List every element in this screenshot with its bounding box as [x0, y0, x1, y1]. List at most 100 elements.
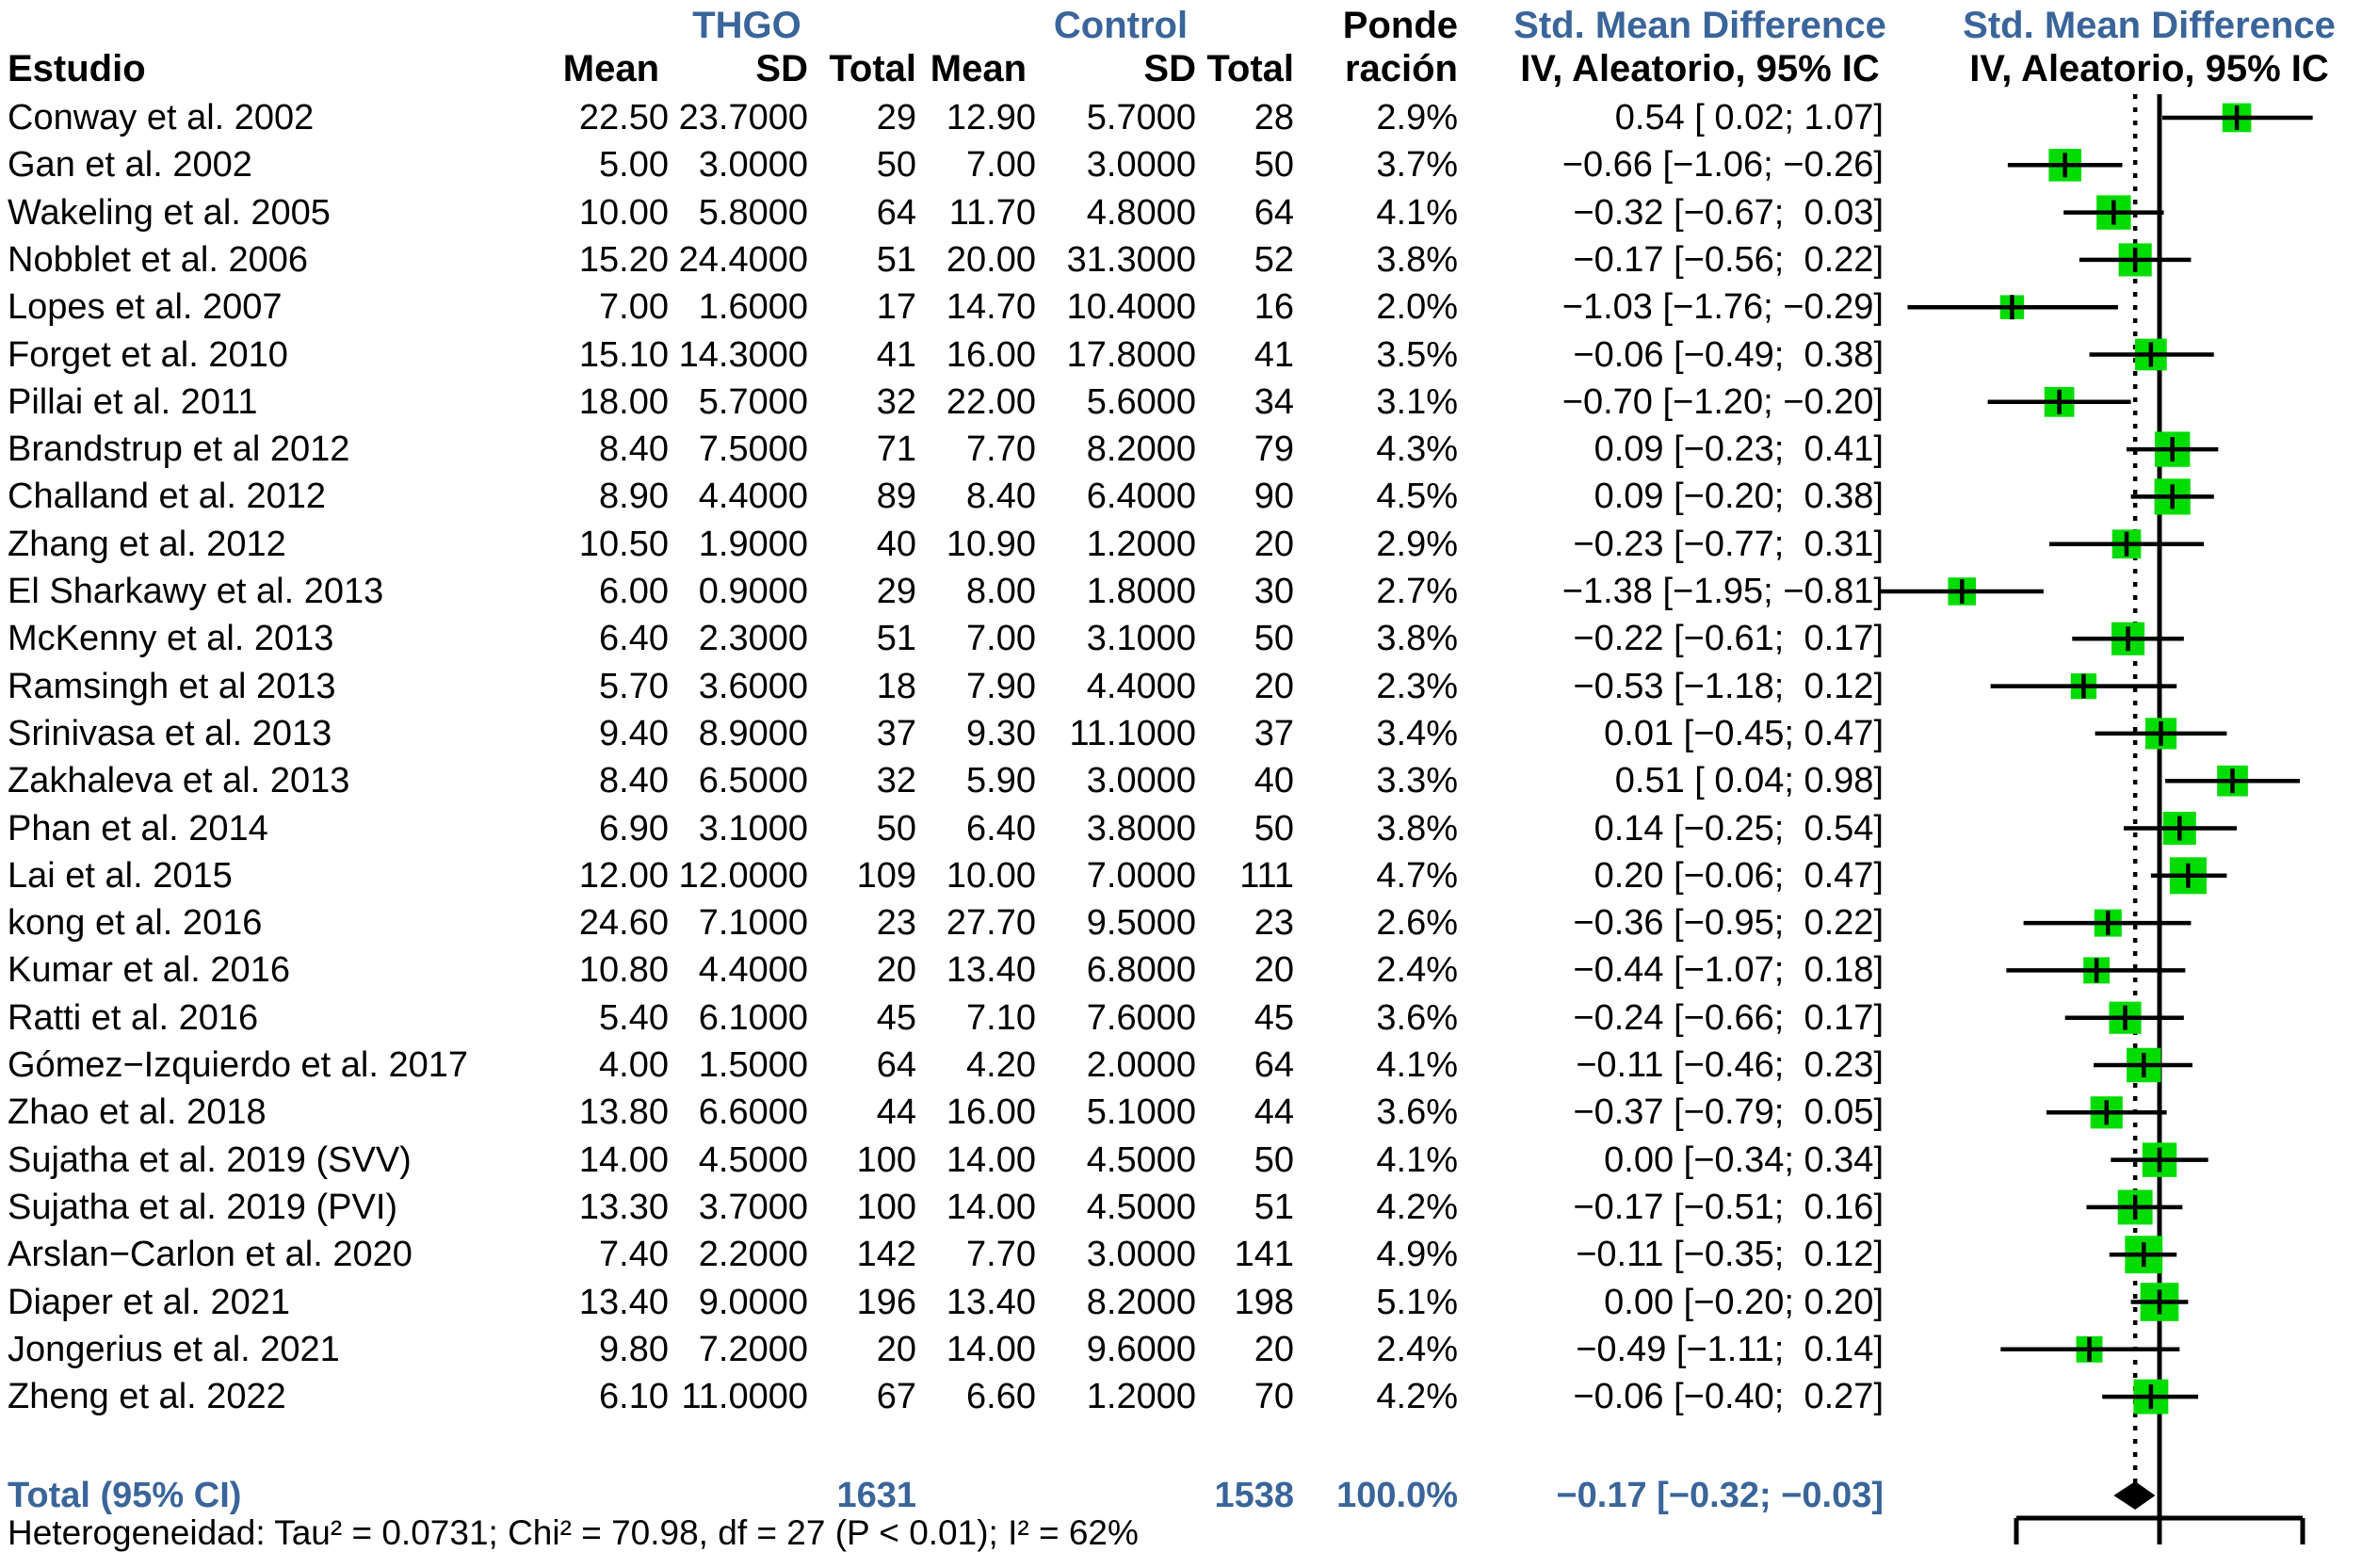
group1-mean: 9.80	[599, 1329, 669, 1369]
study-row: kong et al. 2016 24.60 7.1000 23 27.70 9.5000…	[0, 899, 2362, 946]
group1-sd: 9.0000	[698, 1282, 808, 1322]
group2-total: 64	[1254, 1045, 1294, 1085]
group2-mean: 8.00	[966, 572, 1036, 611]
study-name: Zheng et al. 2022	[8, 1377, 286, 1417]
group2-total: 64	[1254, 192, 1294, 233]
study-weight: 2.9%	[1376, 98, 1458, 137]
group1-sd: 4.5000	[698, 1140, 808, 1180]
heterogeneity-note: Heterogeneidad: Tau² = 0.0731; Chi² = 70…	[8, 1513, 1139, 1552]
group2-total: 16	[1254, 287, 1294, 328]
group2-sd: 3.0000	[1086, 145, 1196, 186]
group2-total: 34	[1254, 381, 1294, 422]
study-name: Gómez−Izquierdo et al. 2017	[8, 1045, 469, 1085]
study-name: Jongerius et al. 2021	[8, 1329, 340, 1369]
group2-sd: 9.6000	[1086, 1329, 1196, 1369]
study-weight: 3.3%	[1376, 761, 1458, 801]
group2-mean-header: Mean	[930, 48, 1027, 89]
group1-mean: 4.00	[599, 1045, 669, 1085]
study-row: McKenny et al. 2013 6.40 2.3000 51 7.00 3.100…	[0, 615, 2362, 662]
group1-sd: 14.3000	[678, 334, 808, 375]
study-ci-text: 0.00 [−0.34; 0.34]	[1604, 1140, 1884, 1180]
study-row: Ratti et al. 2016 5.40 6.1000 45 7.10 7.6000 4…	[0, 994, 2362, 1042]
study-row: Brandstrup et al 2012 8.40 7.5000 71 7.70 8.2…	[0, 426, 2362, 473]
study-ci-text: −0.66 [−1.06; −0.26]	[1561, 145, 1884, 186]
group2-total: 20	[1254, 524, 1294, 564]
group1-mean: 15.10	[578, 334, 669, 375]
study-name: Sujatha et al. 2019 (SVV)	[8, 1140, 412, 1180]
study-weight: 3.8%	[1376, 619, 1458, 659]
group2-sd: 1.8000	[1086, 572, 1196, 611]
group2-total: 51	[1254, 1187, 1294, 1227]
group1-sd: 12.0000	[678, 855, 808, 896]
group1-total: 23	[876, 903, 916, 944]
group2-mean: 12.90	[946, 98, 1036, 137]
study-name: Forget et al. 2010	[8, 334, 288, 375]
group2-sd-header: SD	[1143, 48, 1196, 89]
study-row: Phan et al. 2014 6.90 3.1000 50 6.40 3.8000 50…	[0, 805, 2362, 852]
study-column-header: Estudio	[8, 48, 146, 89]
study-row: Gómez−Izquierdo et al. 2017 4.00 1.5000 64 4…	[0, 1042, 2362, 1089]
study-ci-text: −0.36 [−0.95; 0.22]	[1573, 903, 1884, 944]
total-ci-text: −0.17 [−0.32; −0.03]	[1556, 1476, 1884, 1515]
group1-mean: 6.40	[599, 619, 669, 659]
group2-sd: 4.4000	[1086, 666, 1196, 706]
study-ci-text: −1.03 [−1.76; −0.29]	[1561, 287, 1884, 328]
study-weight: 3.8%	[1376, 808, 1458, 849]
study-row: Wakeling et al. 2005 10.00 5.8000 64 11.70 4.…	[0, 189, 2362, 236]
study-weight: 4.2%	[1376, 1187, 1458, 1227]
study-ci-text: −0.37 [−0.79; 0.05]	[1573, 1092, 1884, 1133]
study-weight: 2.4%	[1376, 950, 1458, 991]
study-name: Lopes et al. 2007	[8, 287, 283, 328]
group1-sd: 7.1000	[698, 903, 808, 944]
study-row: Nobblet et al. 2006 15.20 24.4000 51 20.00 31…	[0, 236, 2362, 283]
group2-total: 41	[1254, 334, 1294, 375]
group2-total-header: Total	[1206, 48, 1294, 89]
group1-total: 89	[876, 477, 916, 517]
study-ci-text: 0.14 [−0.25; 0.54]	[1594, 808, 1884, 849]
group1-total: 29	[876, 98, 916, 137]
study-weight: 3.1%	[1376, 381, 1458, 422]
study-ci-text: −0.11 [−0.35; 0.12]	[1576, 1235, 1884, 1275]
group2-mean: 14.00	[946, 1187, 1036, 1227]
study-row: Pillai et al. 2011 18.00 5.7000 32 22.00 5.60…	[0, 379, 2362, 426]
study-row: Zhao et al. 2018 13.80 6.6000 44 16.00 5.1000…	[0, 1089, 2362, 1136]
group2-sd: 1.2000	[1086, 524, 1196, 564]
study-ci-text: −0.24 [−0.66; 0.17]	[1573, 997, 1884, 1038]
group2-mean: 10.00	[946, 855, 1036, 896]
group1-sd: 6.5000	[698, 761, 808, 801]
group2-sd: 6.8000	[1086, 950, 1196, 991]
group2-sd: 4.8000	[1086, 192, 1196, 233]
study-name: Nobblet et al. 2006	[8, 239, 309, 280]
group1-sd: 1.6000	[698, 287, 808, 328]
study-ci-text: −0.22 [−0.61; 0.17]	[1573, 619, 1884, 659]
group2-total: 20	[1254, 1329, 1294, 1369]
study-row: Diaper et al. 2021 13.40 9.0000 196 13.40 8.2…	[0, 1279, 2362, 1326]
group2-sd: 2.0000	[1086, 1045, 1196, 1085]
group2-total: 44	[1254, 1092, 1294, 1133]
group2-mean: 5.90	[966, 761, 1036, 801]
group2-total: 23	[1254, 903, 1294, 944]
group1-total: 142	[856, 1235, 916, 1275]
group1-sd: 3.7000	[698, 1187, 808, 1227]
group1-total: 32	[876, 381, 916, 422]
group1-total: 29	[876, 572, 916, 611]
study-row: Challand et al. 2012 8.90 4.4000 89 8.40 6.40…	[0, 473, 2362, 520]
group2-sd: 4.5000	[1086, 1187, 1196, 1227]
group1-sd-header: SD	[755, 48, 808, 89]
group2-sd: 3.1000	[1086, 619, 1196, 659]
group2-mean: 7.70	[966, 1235, 1036, 1275]
study-ci-text: 0.54 [ 0.02; 1.07]	[1614, 98, 1884, 137]
group1-total: 196	[856, 1282, 916, 1322]
study-row: Zhang et al. 2012 10.50 1.9000 40 10.90 1.200…	[0, 521, 2362, 568]
group2-mean: 8.40	[966, 477, 1036, 517]
group1-total: 51	[876, 239, 916, 280]
study-weight: 4.1%	[1376, 1045, 1458, 1085]
study-row: Lai et al. 2015 12.00 12.0000 109 10.00 7.000…	[0, 852, 2362, 899]
group2-total: 50	[1254, 619, 1294, 659]
group1-sd: 7.5000	[698, 429, 808, 470]
study-weight: 3.8%	[1376, 239, 1458, 280]
group1-mean: 13.80	[578, 1092, 669, 1133]
study-name: Srinivasa et al. 2013	[8, 713, 332, 753]
group2-mean: 6.60	[966, 1377, 1036, 1417]
